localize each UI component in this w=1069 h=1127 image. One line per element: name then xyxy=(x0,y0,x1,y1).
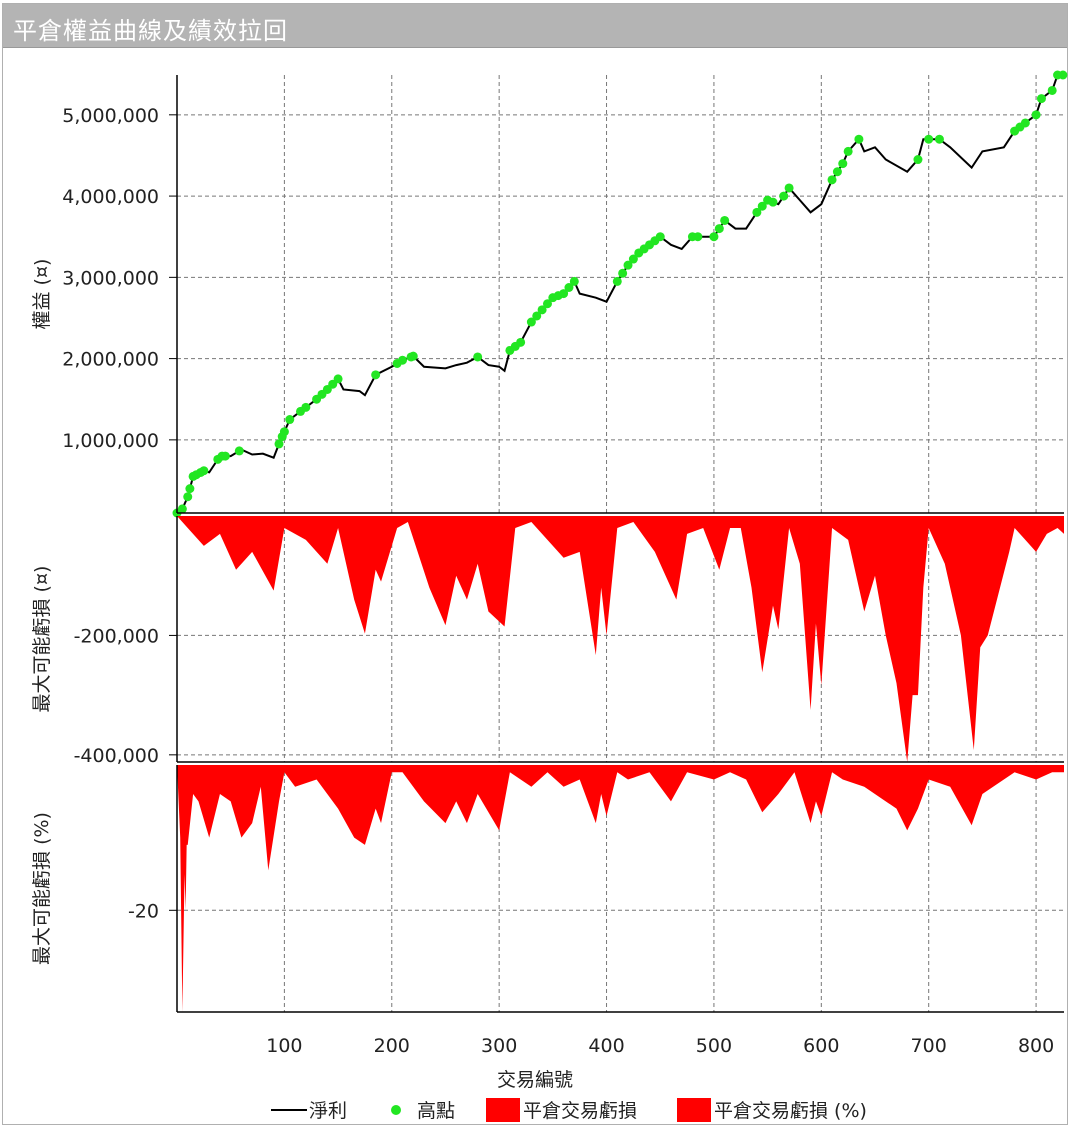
high-point xyxy=(714,224,724,234)
high-point xyxy=(1047,85,1057,95)
y-axis-label: 最大可能虧損 (¤) xyxy=(31,566,53,713)
x-tick-label: 100 xyxy=(266,1035,302,1057)
high-point xyxy=(720,215,730,225)
legend-label-net-profit: 淨利 xyxy=(309,1100,347,1122)
high-point xyxy=(199,466,209,476)
x-tick-label: 800 xyxy=(1018,1035,1054,1057)
high-point xyxy=(709,232,719,242)
y-axis-label: 權益 (¤) xyxy=(31,259,53,330)
high-point xyxy=(473,352,483,362)
y-axis-label: 最大可能虧損 (%) xyxy=(31,812,53,965)
high-point xyxy=(185,484,195,494)
high-point xyxy=(779,191,789,201)
x-tick-label: 200 xyxy=(374,1035,410,1057)
high-point xyxy=(628,254,638,264)
high-point xyxy=(618,268,628,278)
high-point xyxy=(623,260,633,270)
legend-label-drawdown-percent: 平倉交易虧損 (%) xyxy=(714,1100,867,1122)
high-point xyxy=(516,337,526,347)
legend-box-icon xyxy=(677,1098,711,1122)
high-point xyxy=(1058,70,1068,80)
y-tick-label: 3,000,000 xyxy=(62,267,159,289)
chart-frame xyxy=(2,3,1068,1125)
high-point xyxy=(220,451,230,461)
y-tick-label: 5,000,000 xyxy=(62,105,159,127)
high-point xyxy=(559,289,569,299)
high-point xyxy=(408,351,418,361)
high-point xyxy=(537,305,547,315)
legend-label-highs: 高點 xyxy=(417,1100,455,1122)
title-bar: 平倉權益曲線及績效拉回 xyxy=(3,4,1067,48)
high-point xyxy=(398,355,408,365)
panel-drawdown-currency xyxy=(169,516,1064,763)
window-title: 平倉權益曲線及績效拉回 xyxy=(13,17,288,45)
y-tick-label: -20 xyxy=(128,900,159,922)
y-tick-label: 1,000,000 xyxy=(62,430,159,452)
high-point xyxy=(274,439,284,449)
y-tick-label: 2,000,000 xyxy=(62,349,159,371)
high-point xyxy=(843,146,853,156)
high-point xyxy=(838,159,848,169)
high-point xyxy=(832,167,842,177)
high-point xyxy=(768,197,778,207)
panel-drawdown-percent xyxy=(169,765,1064,1013)
high-point xyxy=(532,311,542,321)
legend-dot-icon xyxy=(391,1105,401,1115)
y-tick-label: 4,000,000 xyxy=(62,186,159,208)
high-point xyxy=(542,299,552,309)
y-tick-label: -400,000 xyxy=(74,745,159,767)
x-tick-label: 600 xyxy=(803,1035,839,1057)
high-point xyxy=(612,276,622,286)
high-point xyxy=(854,134,864,144)
high-point xyxy=(301,402,311,412)
high-point xyxy=(371,370,381,380)
high-point xyxy=(183,492,193,502)
drawdown-area xyxy=(177,765,1064,1012)
y-tick-label: -200,000 xyxy=(74,625,159,647)
high-point xyxy=(784,183,794,193)
x-tick-label: 300 xyxy=(481,1035,517,1057)
high-point xyxy=(827,175,837,185)
high-point xyxy=(285,415,295,425)
high-point xyxy=(934,134,944,144)
high-point xyxy=(913,155,923,165)
high-point xyxy=(757,201,767,211)
legend-box-icon xyxy=(486,1098,520,1122)
high-point xyxy=(1020,118,1030,128)
high-point xyxy=(569,276,579,286)
high-point xyxy=(924,134,934,144)
legend xyxy=(271,1098,711,1122)
high-point xyxy=(177,504,187,514)
legend-label-drawdown: 平倉交易虧損 xyxy=(523,1100,637,1122)
x-axis-label: 交易編號 xyxy=(497,1069,573,1091)
high-point xyxy=(564,282,574,292)
high-point xyxy=(279,427,289,437)
panel-equity xyxy=(169,70,1068,518)
x-tick-label: 400 xyxy=(588,1035,624,1057)
high-point xyxy=(526,317,536,327)
high-point xyxy=(655,232,665,242)
x-tick-label: 500 xyxy=(696,1035,732,1057)
high-point xyxy=(234,446,244,456)
high-point xyxy=(1036,94,1046,104)
x-tick-label: 700 xyxy=(911,1035,947,1057)
high-point xyxy=(752,207,762,217)
drawdown-area xyxy=(177,516,1064,762)
high-point xyxy=(1031,110,1041,120)
high-point xyxy=(693,232,703,242)
high-point xyxy=(333,374,343,384)
